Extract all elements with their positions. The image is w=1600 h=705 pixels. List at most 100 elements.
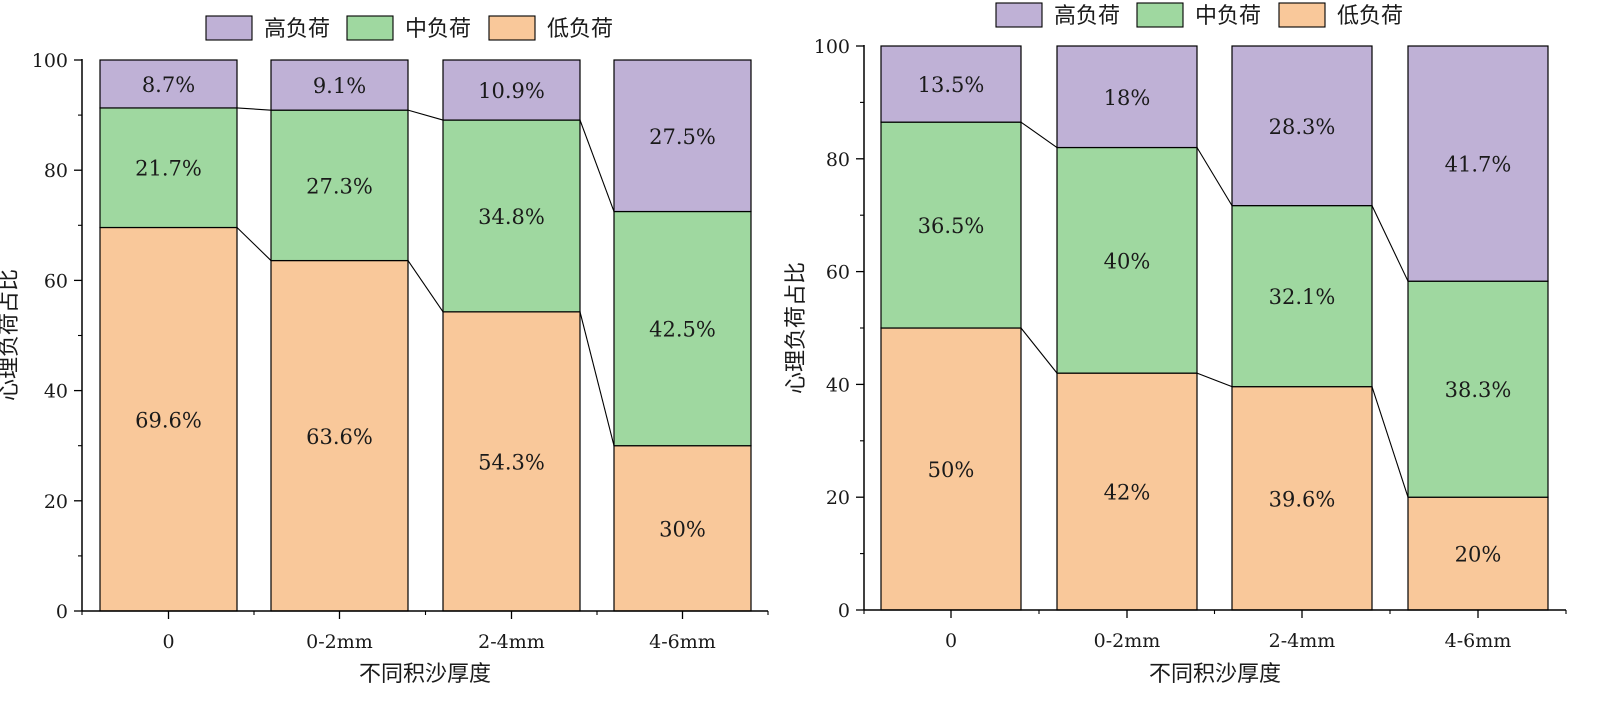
bar-segment [1407, 45, 1549, 282]
x-tick-label: 0-2mm [306, 631, 373, 653]
legend: 高负荷 中负荷 低负荷 [995, 2, 1403, 29]
y-tick-label: 0 [838, 600, 850, 622]
legend-swatch [995, 2, 1043, 28]
y-tick-label: 40 [826, 374, 850, 396]
data-label: 28.3% [1269, 115, 1336, 139]
bar-segment [880, 327, 1022, 611]
legend: 高负荷 中负荷 低负荷 [205, 15, 613, 42]
x-tick-label: 0 [945, 630, 957, 652]
connector-line [407, 109, 444, 121]
y-tick-label: 80 [826, 149, 850, 171]
data-label: 8.7% [142, 73, 195, 97]
data-label: 21.7% [135, 157, 202, 181]
data-label: 36.5% [918, 214, 985, 238]
legend-label: 中负荷 [405, 17, 471, 42]
connector-line [236, 107, 272, 111]
y-axis-title: 心理负荷占比 [784, 262, 809, 394]
y-tick-label: 80 [44, 160, 68, 182]
bar-segment [613, 59, 752, 213]
legend-swatch [1136, 2, 1184, 28]
bar-segment [880, 121, 1022, 329]
connector-line [1020, 121, 1058, 148]
bar-segment [1407, 496, 1549, 611]
connector-line [579, 119, 615, 212]
bar-segment [99, 226, 238, 612]
data-label: 41.7% [1445, 153, 1512, 177]
bar-segment [1407, 280, 1549, 498]
data-label: 40% [1104, 249, 1151, 273]
connector-line [1371, 205, 1409, 282]
x-tick-label: 2-4mm [1269, 630, 1336, 652]
bar-segment [442, 119, 581, 313]
data-label: 27.3% [306, 174, 373, 198]
bar-segment [613, 445, 752, 612]
bar-segment [1056, 372, 1198, 611]
y-tick-label: 0 [56, 601, 68, 623]
bar-segment [270, 109, 409, 262]
data-label: 30% [659, 517, 706, 541]
y-tick-label: 60 [826, 262, 850, 284]
data-label: 42% [1104, 481, 1151, 505]
x-tick-label: 4-6mm [1445, 630, 1512, 652]
y-tick-label: 100 [32, 50, 68, 72]
data-label: 27.5% [649, 125, 716, 149]
data-label: 39.6% [1269, 487, 1336, 511]
x-tick-label: 0 [162, 631, 174, 653]
connector-line [1371, 386, 1409, 498]
x-tick-label: 0-2mm [1094, 630, 1161, 652]
connector-line [1196, 372, 1233, 388]
x-tick-label: 4-6mm [649, 631, 716, 653]
legend-label: 低负荷 [1337, 4, 1403, 29]
data-label: 63.6% [306, 425, 373, 449]
connector-line [236, 227, 272, 261]
x-axis-title: 不同积沙厚度 [359, 662, 491, 687]
legend-label: 低负荷 [547, 17, 613, 42]
bar-segment [442, 59, 581, 121]
chart-panel-1: 69.6% 63.6% 54.3% 30% 21.7% 27.3% 34.8% 42.5% 8.… [0, 15, 769, 687]
y-tick-label: 100 [814, 36, 850, 58]
connector-line [1196, 147, 1233, 206]
data-label: 13.5% [918, 73, 985, 97]
bar-segment [1231, 45, 1373, 207]
data-label: 9.1% [313, 74, 366, 98]
y-tick-label: 40 [44, 381, 68, 403]
data-label: 34.8% [478, 205, 545, 229]
data-label: 18% [1104, 86, 1151, 110]
data-label: 69.6% [135, 408, 202, 432]
y-axis-title: 心理负荷占比 [0, 269, 22, 401]
data-label: 10.9% [478, 79, 545, 103]
data-label: 38.3% [1445, 378, 1512, 402]
bar-segment [99, 59, 238, 109]
x-axis-title: 不同积沙厚度 [1149, 662, 1281, 687]
legend-label: 高负荷 [1054, 4, 1120, 29]
legend-swatch [205, 15, 253, 41]
legend-swatch [1278, 2, 1326, 28]
legend-label: 中负荷 [1195, 4, 1261, 29]
bar-segment [613, 210, 752, 447]
data-label: 20% [1455, 543, 1502, 567]
data-label: 32.1% [1269, 285, 1336, 309]
bar-segment [270, 59, 409, 111]
bar-segment [1231, 205, 1373, 388]
connector-line [1020, 327, 1058, 374]
y-tick-label: 60 [44, 270, 68, 292]
data-label: 54.3% [478, 450, 545, 474]
bar-segment [99, 107, 238, 229]
y-tick-label: 20 [826, 487, 850, 509]
bar-segment [1056, 146, 1198, 374]
chart-panel-2: 50% 42% 39.6% 20% 36.5% 40% 32.1% 38.3% 13.5% 18%… [784, 2, 1567, 687]
bar-segment [1231, 386, 1373, 611]
legend-swatch [346, 15, 394, 41]
y-tick-label: 20 [44, 491, 68, 513]
legend-swatch [488, 15, 536, 41]
legend-label: 高负荷 [264, 17, 330, 42]
connector-line [579, 311, 615, 446]
x-tick-label: 2-4mm [478, 631, 545, 653]
bar-segment [270, 259, 409, 612]
data-label: 42.5% [649, 318, 716, 342]
connector-line [407, 260, 444, 313]
bar-segment [880, 45, 1022, 123]
bar-segment [1056, 45, 1198, 149]
data-label: 50% [928, 458, 975, 482]
